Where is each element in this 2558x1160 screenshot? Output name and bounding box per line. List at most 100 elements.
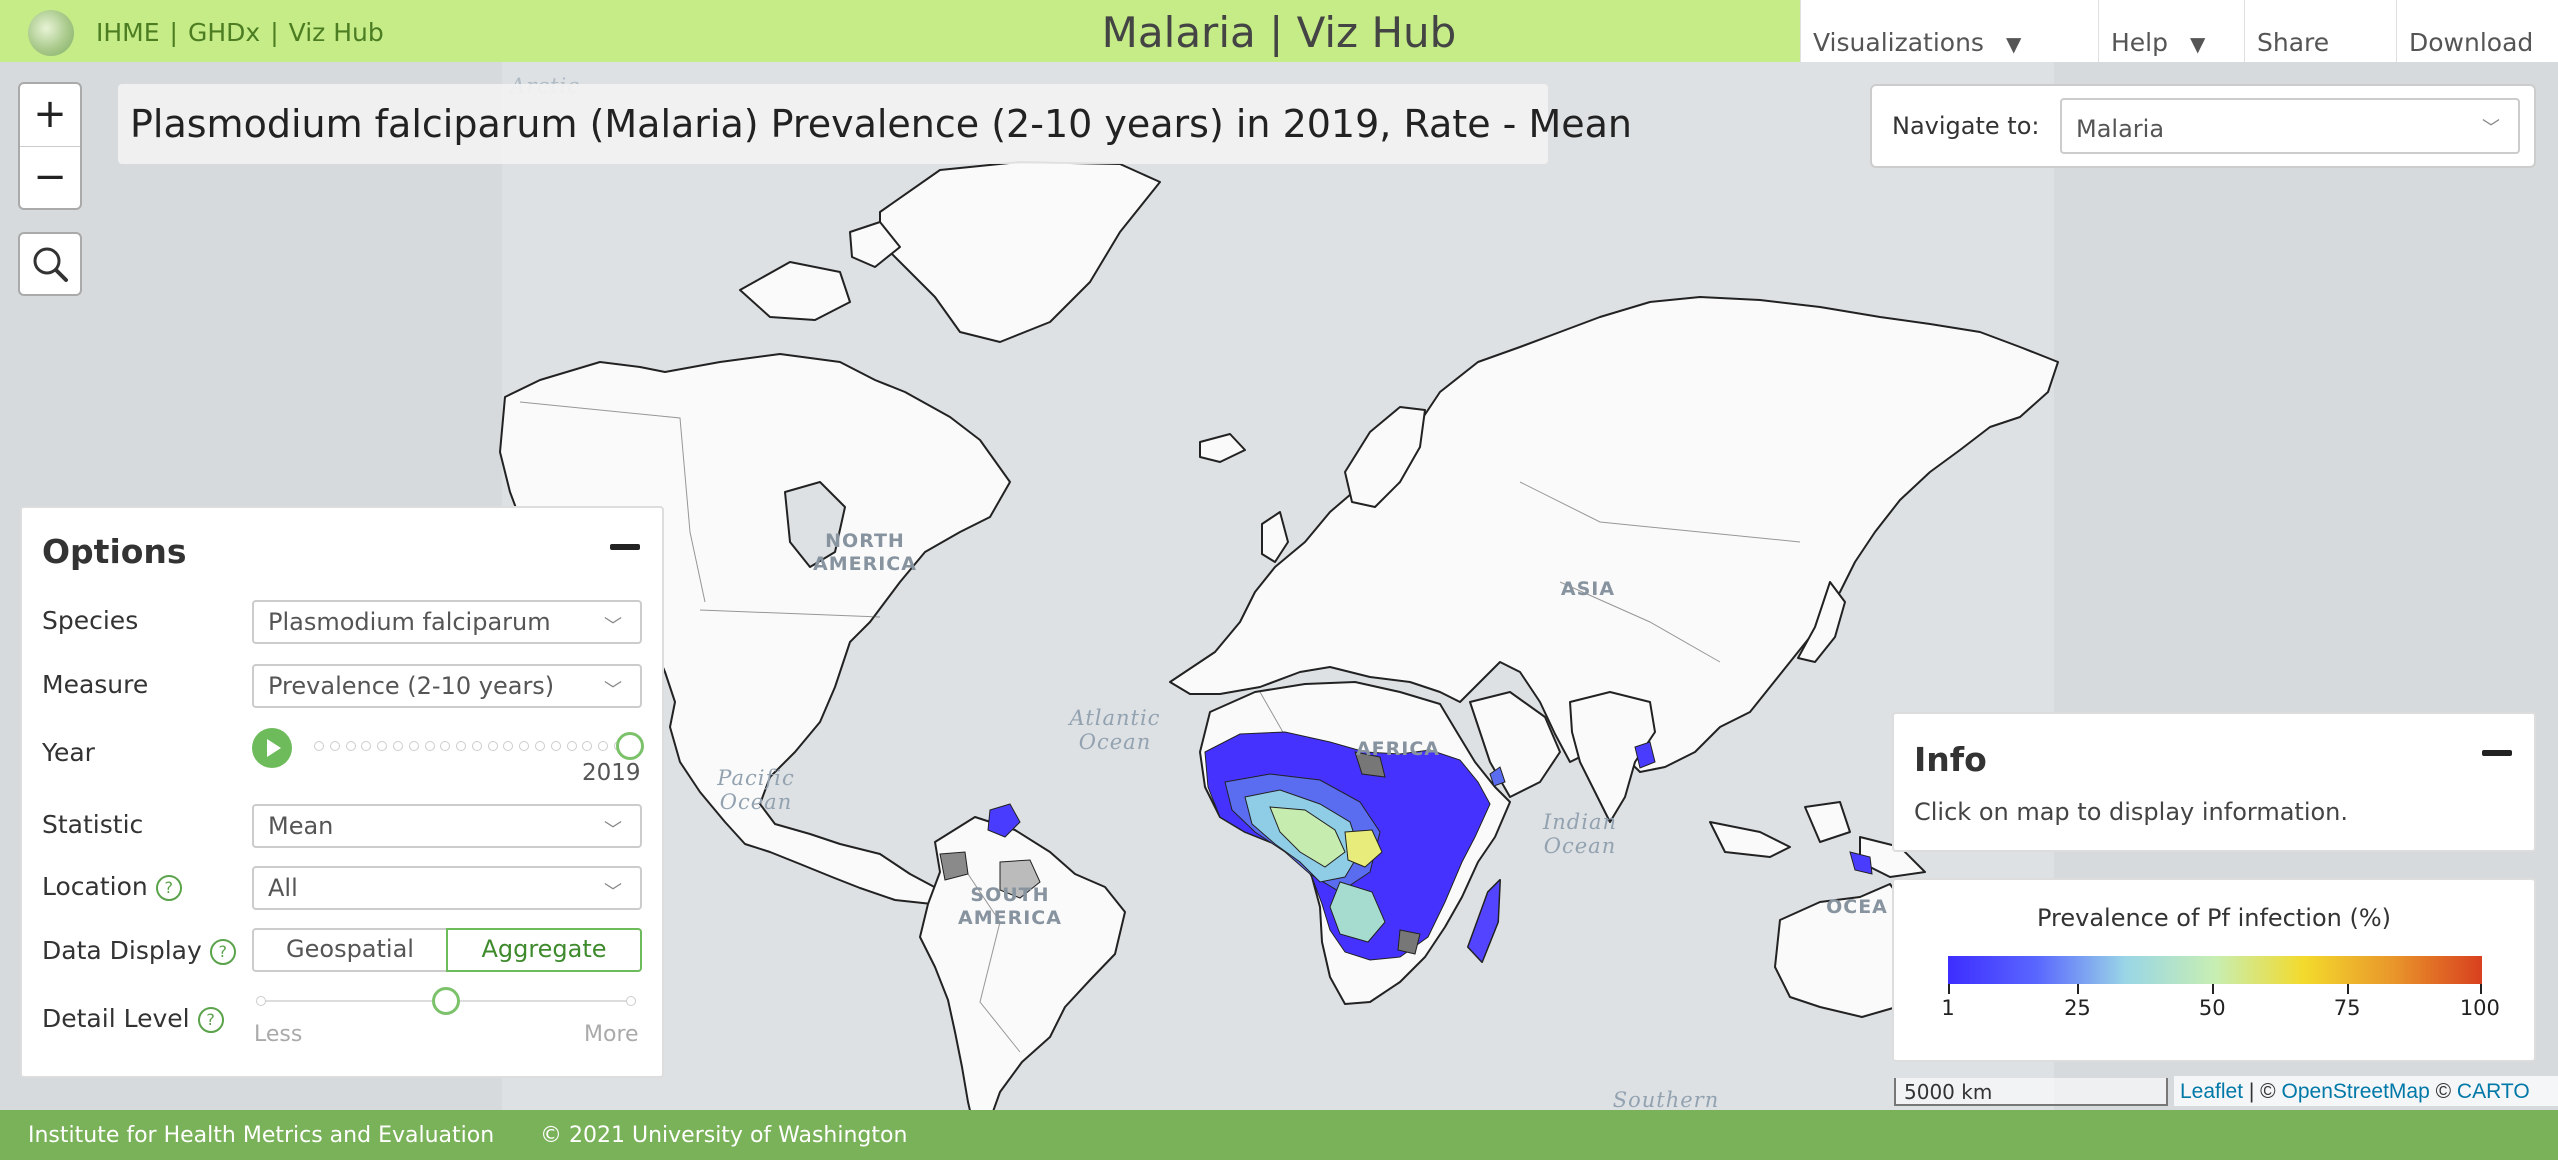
prevalence-overlay-africa xyxy=(1204,731,1501,963)
label-south-america: SOUTH AMERICA xyxy=(958,884,1062,929)
nav-help[interactable]: Help ▼ xyxy=(2098,0,2244,62)
year-tick xyxy=(408,741,419,751)
zoom-out-button[interactable]: − xyxy=(20,146,80,209)
measure-value: Prevalence (2-10 years) xyxy=(268,672,555,700)
data-display-label: Data Display? xyxy=(42,936,236,965)
navigate-panel: Navigate to: Malaria ﹀ xyxy=(1870,84,2536,168)
legend-title: Prevalence of Pf infection (%) xyxy=(2036,904,2392,932)
map-title: Plasmodium falciparum (Malaria) Prevalen… xyxy=(118,84,1632,164)
chevron-down-icon: ﹀ xyxy=(604,616,622,637)
year-tick xyxy=(550,741,561,751)
info-title: Info xyxy=(1914,740,1987,779)
nav-share[interactable]: Share xyxy=(2244,0,2396,62)
year-tick xyxy=(471,741,482,751)
geospatial-toggle[interactable]: Geospatial xyxy=(252,928,448,972)
land-arctic-islands xyxy=(739,261,851,321)
zoom-control: + − xyxy=(18,82,82,210)
statistic-label: Statistic xyxy=(42,810,144,839)
legend-tick-label: 1 xyxy=(1941,996,1955,1020)
minimize-info-button[interactable] xyxy=(2482,750,2512,756)
detail-min-dot xyxy=(256,996,266,1006)
year-tick xyxy=(440,741,451,751)
label-indian-ocean: Indian Ocean xyxy=(1542,810,1618,858)
chevron-down-icon: ﹀ xyxy=(604,882,622,903)
options-title: Options xyxy=(42,532,187,571)
top-bar: IHME | GHDx | Viz Hub Malaria | Viz Hub Visu… xyxy=(0,0,2558,62)
detail-max-dot xyxy=(626,996,636,1006)
detail-level-handle[interactable] xyxy=(432,987,460,1015)
year-tick xyxy=(487,741,498,751)
zoom-in-button[interactable]: + xyxy=(33,91,67,137)
world-map[interactable]: NORTH AMERICA SOUTH AMERICA AFRICA ASIA … xyxy=(0,62,2558,1112)
year-tick xyxy=(456,741,467,751)
footer: Institute for Health Metrics and Evaluat… xyxy=(0,1110,2558,1160)
map-canvas[interactable] xyxy=(0,62,2558,1110)
minimize-options-button[interactable] xyxy=(610,544,640,550)
year-tick xyxy=(424,741,435,751)
chevron-down-icon: ﹀ xyxy=(604,680,622,701)
legend-tick-label: 50 xyxy=(2198,996,2226,1020)
aggregate-toggle[interactable]: Aggregate xyxy=(446,928,642,972)
nav-download[interactable]: Download xyxy=(2396,0,2558,62)
nav-share-label: Share xyxy=(2257,28,2330,57)
info-text: Click on map to display information. xyxy=(1914,798,2349,826)
year-tick xyxy=(392,741,403,751)
detail-level-label-text: Detail Level xyxy=(42,1004,190,1033)
leaflet-link[interactable]: Leaflet xyxy=(2180,1080,2244,1103)
land-uk xyxy=(1261,511,1289,563)
detail-more-label: More xyxy=(584,1022,639,1047)
label-pacific-ocean: Pacific Ocean xyxy=(717,766,795,814)
legend: Prevalence of Pf infection (%) 1 25 50 7… xyxy=(1892,878,2536,1062)
measure-select[interactable]: Prevalence (2-10 years) ﹀ xyxy=(252,664,642,708)
label-north-america: NORTH AMERICA xyxy=(813,530,917,575)
label-oceania: OCEA xyxy=(1826,896,1888,918)
land-scandinavia xyxy=(1344,406,1426,508)
species-select[interactable]: Plasmodium falciparum ﹀ xyxy=(252,600,642,644)
legend-color-bar xyxy=(1948,956,2482,984)
legend-tick-label: 25 xyxy=(2064,996,2091,1020)
year-tick xyxy=(535,741,546,751)
label-atlantic-ocean: Atlantic Ocean xyxy=(1069,706,1161,754)
search-button[interactable] xyxy=(18,232,82,296)
year-tick xyxy=(345,741,356,751)
measure-label: Measure xyxy=(42,670,149,699)
label-southern-ocean: Southern xyxy=(1612,1088,1720,1112)
land-eurasia xyxy=(1169,296,2059,773)
year-tick xyxy=(329,741,340,751)
play-button[interactable] xyxy=(252,728,292,768)
attribution-separator: © xyxy=(2429,1080,2457,1103)
year-tick xyxy=(598,741,609,751)
land-arabia xyxy=(1469,691,1561,798)
year-tick xyxy=(582,741,593,751)
location-label-text: Location xyxy=(42,872,148,901)
ghdx-link[interactable]: GHDx xyxy=(187,18,261,47)
year-value: 2019 xyxy=(582,760,641,786)
header-links: IHME | GHDx | Viz Hub xyxy=(96,18,384,47)
location-select[interactable]: All ﹀ xyxy=(252,866,642,910)
location-label: Location? xyxy=(42,872,182,901)
ihme-link[interactable]: IHME xyxy=(96,18,160,47)
land-india xyxy=(1569,691,1656,823)
navigate-select[interactable]: Malaria ﹀ xyxy=(2060,98,2520,154)
statistic-select[interactable]: Mean ﹀ xyxy=(252,804,642,848)
year-slider[interactable] xyxy=(314,739,638,755)
navigate-label: Navigate to: xyxy=(1892,112,2040,140)
ihme-logo[interactable] xyxy=(28,10,74,56)
help-icon[interactable]: ? xyxy=(197,1007,224,1033)
help-icon[interactable]: ? xyxy=(209,939,236,965)
detail-level-label: Detail Level? xyxy=(42,1004,224,1033)
label-asia: ASIA xyxy=(1560,578,1616,600)
openstreetmap-link[interactable]: OpenStreetMap xyxy=(2281,1080,2430,1103)
year-slider-handle[interactable] xyxy=(616,732,644,760)
footer-copyright: © 2021 University of Washington xyxy=(540,1123,908,1148)
carto-link[interactable]: CARTO xyxy=(2456,1080,2530,1103)
help-icon[interactable]: ? xyxy=(155,875,182,901)
chevron-down-icon: ﹀ xyxy=(604,820,622,841)
statistic-value: Mean xyxy=(268,812,334,840)
caret-down-icon: ▼ xyxy=(2005,32,2022,56)
options-panel: Options Species Plasmodium falciparum ﹀ M… xyxy=(20,506,664,1078)
vizhub-link[interactable]: Viz Hub xyxy=(288,18,384,47)
year-tick xyxy=(503,741,514,751)
legend-tick-label: 75 xyxy=(2333,996,2361,1020)
nav-visualizations[interactable]: Visualizations ▼ xyxy=(1800,0,2098,62)
